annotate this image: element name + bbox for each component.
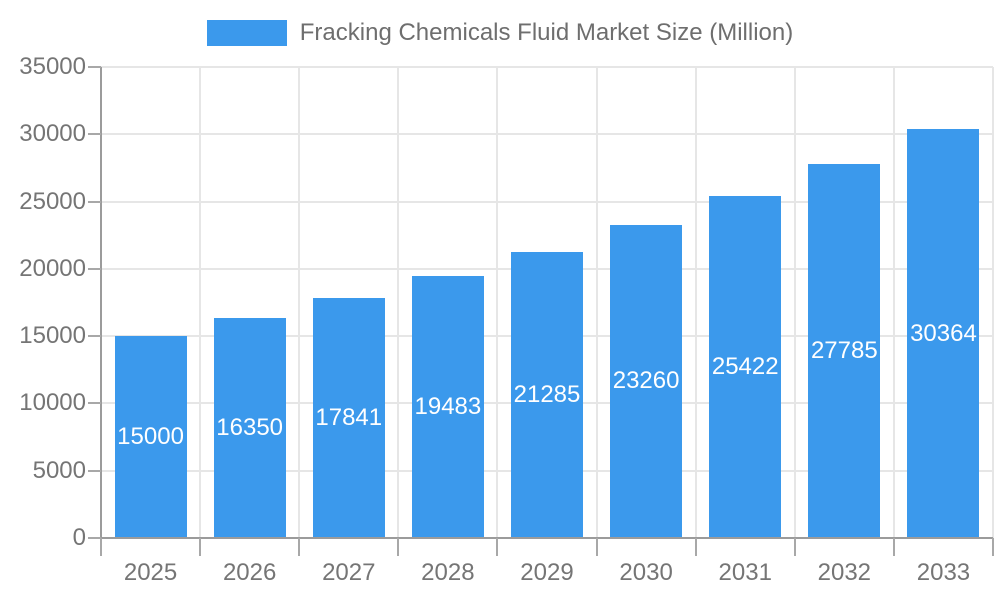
bar-value-label: 16350	[216, 413, 284, 441]
gridline-vertical	[199, 67, 202, 538]
bar-2031[interactable]	[709, 195, 782, 538]
y-axis-tick	[88, 66, 101, 68]
gridline-vertical	[496, 67, 499, 538]
legend-item[interactable]: Fracking Chemicals Fluid Market Size (Mi…	[0, 18, 1000, 48]
y-axis-tick	[88, 133, 101, 136]
x-axis-tick	[496, 538, 499, 556]
gridline-horizontal	[101, 200, 993, 203]
gridline-vertical	[298, 67, 301, 538]
gridline-horizontal	[101, 133, 993, 136]
bar-2026[interactable]	[213, 317, 286, 538]
bar-value-label: 23260	[612, 367, 680, 395]
bar-value-label: 15000	[117, 423, 184, 451]
y-axis-tick-label: 20000	[19, 254, 86, 282]
y-axis-tick-label: 5000	[32, 456, 86, 484]
gridline-vertical	[694, 67, 697, 538]
bar-2033[interactable]	[907, 129, 980, 538]
x-axis-tick	[298, 538, 301, 556]
bar-2025[interactable]	[114, 336, 187, 538]
y-axis-line	[100, 67, 102, 538]
y-axis-tick	[88, 200, 101, 203]
bar-value-label: 21285	[513, 380, 581, 408]
x-axis-tick-label: 2027	[322, 559, 376, 586]
y-axis-tick-label: 35000	[19, 53, 86, 80]
gridline-horizontal	[101, 66, 993, 68]
x-axis-tick-label: 2030	[619, 559, 673, 586]
bar-2028[interactable]	[411, 275, 484, 538]
legend-label: Fracking Chemicals Fluid Market Size (Mi…	[299, 19, 794, 46]
gridline-vertical	[793, 67, 796, 538]
gridline-vertical	[397, 67, 400, 538]
x-axis-line	[101, 537, 993, 539]
x-axis-tick-label: 2031	[718, 559, 772, 586]
bar-2027[interactable]	[312, 297, 385, 538]
x-axis-tick-label: 2033	[916, 559, 971, 586]
x-axis-tick	[793, 538, 796, 556]
y-axis-tick-label: 10000	[19, 389, 86, 417]
bar-value-label: 25422	[711, 352, 779, 380]
x-axis-tick-label: 2025	[123, 559, 178, 586]
bar-value-label: 17841	[315, 403, 383, 431]
x-axis-tick	[892, 538, 895, 556]
x-axis-tick	[694, 538, 697, 556]
gridline-vertical	[892, 67, 895, 538]
x-axis-tick	[992, 538, 994, 556]
x-axis-tick-label: 2028	[421, 559, 475, 586]
x-axis-tick-label: 2032	[817, 559, 872, 586]
x-axis-tick	[100, 538, 102, 556]
x-axis-tick-label: 2026	[222, 559, 277, 586]
bar-value-label: 27785	[810, 337, 878, 365]
y-axis-tick	[88, 537, 101, 539]
bar-value-label: 19483	[414, 392, 482, 420]
y-axis-tick	[88, 335, 101, 338]
legend-swatch	[206, 20, 287, 46]
x-axis-tick	[397, 538, 400, 556]
bar-2032[interactable]	[808, 164, 881, 538]
y-axis-tick-label: 30000	[19, 120, 86, 148]
bar-2030[interactable]	[610, 224, 683, 538]
gridline-vertical	[992, 67, 994, 538]
x-axis-tick	[199, 538, 202, 556]
bar-2029[interactable]	[511, 251, 583, 538]
y-axis-tick-label: 25000	[19, 187, 86, 215]
y-axis-tick	[88, 402, 101, 405]
y-axis-tick	[88, 267, 101, 270]
x-axis-tick-label: 2029	[520, 559, 574, 586]
y-axis-tick-label: 15000	[19, 322, 86, 350]
x-axis-tick	[595, 538, 598, 556]
gridline-vertical	[595, 67, 598, 538]
y-axis-tick	[88, 469, 101, 472]
y-axis-tick-label: 0	[72, 524, 86, 551]
bar-value-label: 30364	[910, 319, 977, 347]
